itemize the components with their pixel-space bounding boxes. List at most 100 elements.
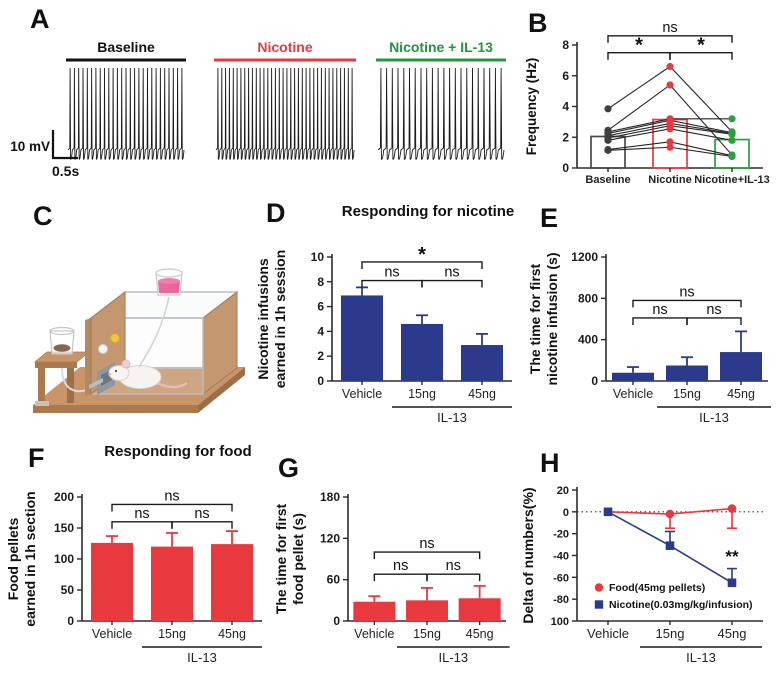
panel-d-letter: D — [266, 198, 286, 228]
svg-text:200: 200 — [54, 490, 74, 504]
svg-text:120: 120 — [320, 531, 340, 545]
infusion-tube — [138, 296, 170, 368]
svg-text:ns: ns — [164, 488, 179, 504]
svg-text:400: 400 — [578, 333, 598, 347]
svg-text:Baseline: Baseline — [585, 174, 630, 186]
svg-text:Nicotine + IL-13: Nicotine + IL-13 — [389, 39, 493, 55]
panel-f-letter: F — [28, 443, 45, 473]
panel-b-chart: 0 2 4 6 8 * * ns Baseline Nicotine Nicotine+IL-13 F… — [524, 20, 770, 186]
svg-text:180: 180 — [320, 490, 340, 504]
panel-c-letter: C — [33, 201, 53, 231]
panel-g-letter: G — [278, 453, 300, 483]
svg-text:45ng: 45ng — [466, 627, 494, 641]
svg-text:800: 800 — [578, 291, 598, 305]
infusion-vial — [155, 268, 183, 296]
svg-text:nicotine infusion (s): nicotine infusion (s) — [544, 253, 560, 386]
svg-text:-20: -20 — [553, 529, 569, 541]
svg-text:Responding for nicotine: Responding for nicotine — [342, 203, 515, 220]
svg-text:0: 0 — [67, 614, 74, 628]
svg-text:6: 6 — [562, 69, 569, 83]
svg-text:IL-13: IL-13 — [439, 650, 469, 665]
svg-text:**: ** — [725, 547, 739, 566]
svg-text:ns: ns — [134, 506, 149, 522]
svg-text:The time for first: The time for first — [273, 503, 289, 614]
svg-text:ns: ns — [384, 265, 399, 281]
mouse-ear — [121, 359, 131, 369]
svg-text:Delta of numbers(%): Delta of numbers(%) — [520, 487, 536, 623]
svg-text:0: 0 — [591, 374, 598, 388]
svg-text:earned in 1h session: earned in 1h session — [272, 250, 288, 389]
svg-text:45ng: 45ng — [468, 387, 496, 401]
mouse-tail — [156, 381, 188, 389]
svg-text:10 mV: 10 mV — [10, 139, 50, 154]
svg-text:15ng: 15ng — [673, 387, 701, 401]
svg-text:ns: ns — [194, 506, 209, 522]
svg-text:10: 10 — [311, 250, 325, 264]
panel-a-letter: A — [30, 4, 50, 34]
svg-text:0: 0 — [562, 161, 569, 175]
svg-text:-80: -80 — [553, 594, 569, 606]
svg-text:IL-13: IL-13 — [686, 650, 716, 665]
svg-text:4: 4 — [317, 324, 324, 338]
svg-text:15ng: 15ng — [158, 627, 186, 641]
svg-text:0: 0 — [333, 614, 340, 628]
svg-text:Vehicle: Vehicle — [92, 627, 132, 641]
svg-text:-60: -60 — [553, 572, 569, 584]
svg-text:ns: ns — [393, 558, 408, 574]
svg-text:0: 0 — [317, 374, 324, 388]
panel-b-letter: B — [528, 8, 548, 38]
svg-text:IL-13: IL-13 — [187, 650, 217, 665]
svg-text:Nicotine: Nicotine — [257, 39, 312, 55]
svg-text:45ng: 45ng — [718, 626, 747, 641]
svg-text:Nicotine: Nicotine — [648, 174, 691, 186]
svg-text:ns: ns — [446, 558, 461, 574]
svg-text:*: * — [418, 244, 426, 266]
svg-text:earned in 1h section: earned in 1h section — [22, 491, 38, 626]
svg-text:45ng: 45ng — [727, 387, 755, 401]
svg-text:food pellet (s): food pellet (s) — [290, 513, 306, 605]
svg-text:ns: ns — [419, 536, 434, 552]
svg-text:Nicotine+IL-13: Nicotine+IL-13 — [694, 174, 770, 186]
svg-text:IL-13: IL-13 — [437, 410, 467, 425]
pellet-beaker — [49, 326, 75, 355]
svg-text:100: 100 — [551, 616, 569, 628]
svg-text:IL-13: IL-13 — [699, 410, 729, 425]
svg-text:15ng: 15ng — [408, 387, 436, 401]
panel-a-traces: Baseline Nicotine Nicotine + IL-13 10 mV0.5… — [10, 39, 506, 179]
svg-text:Nicotine infusions: Nicotine infusions — [255, 258, 271, 380]
operant-chamber-illustration — [33, 268, 245, 413]
svg-text:8: 8 — [562, 38, 569, 52]
cue-light-white — [98, 344, 108, 354]
svg-text:4: 4 — [562, 100, 569, 114]
svg-text:Vehicle: Vehicle — [587, 626, 629, 641]
panel-e-letter: E — [540, 203, 559, 233]
svg-text:Food pellets: Food pellets — [5, 518, 21, 601]
svg-text:2: 2 — [317, 349, 324, 363]
svg-text:15ng: 15ng — [656, 626, 685, 641]
cue-light-yellow — [110, 333, 120, 343]
mouse — [107, 359, 188, 389]
mouse-eye — [114, 369, 118, 373]
svg-text:150: 150 — [54, 521, 74, 535]
svg-text:0.5s: 0.5s — [52, 163, 79, 179]
svg-text:ns: ns — [679, 284, 694, 300]
svg-text:2: 2 — [562, 130, 569, 144]
svg-text:Vehicle: Vehicle — [342, 387, 382, 401]
svg-text:8: 8 — [317, 275, 324, 289]
panel-h-letter: H — [540, 448, 560, 478]
svg-text:Responding for food: Responding for food — [104, 443, 251, 460]
panel-h-chart: 20 0 -20 -40 -60 -80 100 Food(45mg pellets) Nico… — [520, 485, 763, 665]
lever — [89, 378, 103, 389]
svg-text:-40: -40 — [553, 551, 569, 563]
svg-text:45ng: 45ng — [218, 627, 246, 641]
svg-text:*: * — [635, 35, 643, 57]
svg-text:ns: ns — [652, 302, 667, 318]
svg-text:Food(45mg pellets): Food(45mg pellets) — [609, 582, 705, 594]
svg-text:Frequency (Hz): Frequency (Hz) — [524, 58, 539, 156]
svg-text:6: 6 — [317, 300, 324, 314]
